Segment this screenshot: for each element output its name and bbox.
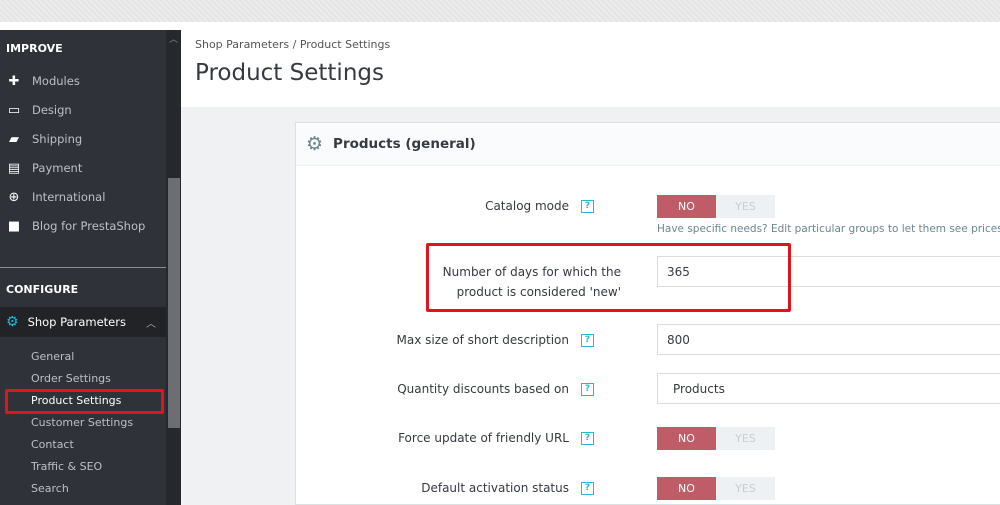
new-days-label: Number of days for which the product is c… — [443, 262, 621, 302]
section-configure: CONFIGURE — [6, 283, 79, 296]
help-icon[interactable]: ? — [581, 431, 594, 445]
section-improve: IMPROVE — [6, 42, 63, 55]
sidebar-item-label: Design — [32, 103, 72, 117]
sidebar-item-modules[interactable]: ✚ Modules — [6, 71, 80, 91]
submenu-contact[interactable]: Contact — [31, 438, 74, 451]
switch-no[interactable]: NO — [657, 195, 716, 218]
sidebar-item-label: Payment — [32, 161, 83, 175]
breadcrumb-separator: / — [292, 38, 297, 51]
highlight-box — [426, 243, 791, 312]
switch-no[interactable]: NO — [657, 427, 716, 450]
activation-switch[interactable]: NO YES — [657, 477, 775, 500]
help-icon[interactable]: ? — [581, 199, 594, 213]
breadcrumb: Shop Parameters / Product Settings — [195, 38, 390, 51]
label-line: product is considered 'new' — [456, 285, 621, 299]
submenu-product-settings[interactable]: Product Settings — [31, 394, 122, 407]
help-icon[interactable]: ? — [581, 382, 594, 396]
sidebar-item-label: Modules — [32, 74, 80, 88]
breadcrumb-shop-parameters[interactable]: Shop Parameters — [195, 38, 290, 51]
highlight-box — [5, 389, 164, 414]
qty-discount-label: Quantity discounts based on? — [397, 382, 594, 396]
page-header: Shop Parameters / Product Settings Produ… — [181, 22, 1000, 107]
sidebar-item-international[interactable]: ⊕ International — [6, 187, 106, 207]
document-icon: ■ — [7, 218, 21, 234]
label-text: Catalog mode — [485, 199, 569, 213]
switch-yes[interactable]: YES — [716, 477, 775, 500]
sidebar-item-shipping[interactable]: ▰ Shipping — [6, 129, 82, 149]
catalog-mode-hint: Have specific needs? Edit particular gro… — [657, 223, 1000, 235]
qty-discount-select[interactable]: Products — [657, 373, 1000, 404]
label-text: Default activation status — [421, 481, 569, 495]
new-days-input[interactable]: 365 — [657, 256, 1000, 287]
switch-yes[interactable]: YES — [716, 427, 775, 450]
sidebar-scrollbar-thumb[interactable] — [168, 178, 180, 428]
help-icon[interactable]: ? — [581, 333, 594, 347]
label-text: Max size of short description — [396, 333, 569, 347]
puzzle-icon: ✚ — [8, 73, 20, 89]
switch-yes[interactable]: YES — [716, 195, 775, 218]
top-background — [0, 0, 1000, 22]
short-desc-label: Max size of short description? — [397, 333, 594, 347]
friendly-url-switch[interactable]: NO YES — [657, 427, 775, 450]
sidebar-item-label: Shop Parameters — [27, 315, 126, 329]
short-desc-input[interactable]: 800 — [657, 324, 1000, 355]
submenu-traffic-seo[interactable]: Traffic & SEO — [31, 460, 103, 473]
sidebar-item-payment[interactable]: ▤ Payment — [6, 158, 83, 178]
sidebar-item-label: Shipping — [32, 132, 83, 146]
submenu-order-settings[interactable]: Order Settings — [31, 372, 111, 385]
submenu-general[interactable]: General — [31, 350, 75, 363]
sidebar: IMPROVE ✚ Modules ▭ Design ▰ Shipping ▤ Paym… — [0, 30, 166, 505]
panel-header: ⚙ Products (general) — [296, 123, 1000, 166]
chevron-up-icon: ︿ — [146, 318, 156, 330]
sidebar-item-blog[interactable]: ■ Blog for PrestaShop — [6, 216, 145, 236]
catalog-mode-label: Catalog mode? — [485, 199, 594, 213]
help-icon[interactable]: ? — [581, 481, 594, 495]
sidebar-item-label: International — [32, 190, 106, 204]
sidebar-item-label: Blog for PrestaShop — [32, 219, 146, 233]
submenu-customer-settings[interactable]: Customer Settings — [31, 416, 134, 429]
scroll-up-icon[interactable]: ︿ — [169, 35, 179, 45]
friendly-url-label: Force update of friendly URL? — [398, 431, 594, 445]
activation-label: Default activation status? — [421, 481, 594, 495]
label-text: Quantity discounts based on — [397, 382, 569, 396]
products-general-panel: ⚙ Products (general) — [295, 122, 1000, 505]
submenu-search[interactable]: Search — [31, 482, 69, 495]
panel-title: Products (general) — [333, 136, 476, 152]
truck-icon: ▰ — [9, 131, 19, 147]
globe-icon: ⊕ — [8, 189, 20, 205]
catalog-mode-switch[interactable]: NO YES — [657, 195, 775, 218]
label-text: Force update of friendly URL — [398, 431, 569, 445]
gear-icon: ⚙ — [306, 133, 324, 155]
divider — [0, 267, 166, 268]
monitor-icon: ▭ — [7, 102, 21, 118]
sidebar-item-shop-parameters[interactable]: ⚙ Shop Parameters ︿ — [0, 307, 166, 337]
gear-icon: ⚙ — [6, 314, 19, 330]
credit-card-icon: ▤ — [7, 160, 21, 176]
breadcrumb-current: Product Settings — [299, 38, 391, 51]
switch-no[interactable]: NO — [657, 477, 716, 500]
label-line: Number of days for which the — [442, 265, 621, 279]
sidebar-item-design[interactable]: ▭ Design — [6, 100, 72, 120]
page-title: Product Settings — [195, 60, 384, 86]
